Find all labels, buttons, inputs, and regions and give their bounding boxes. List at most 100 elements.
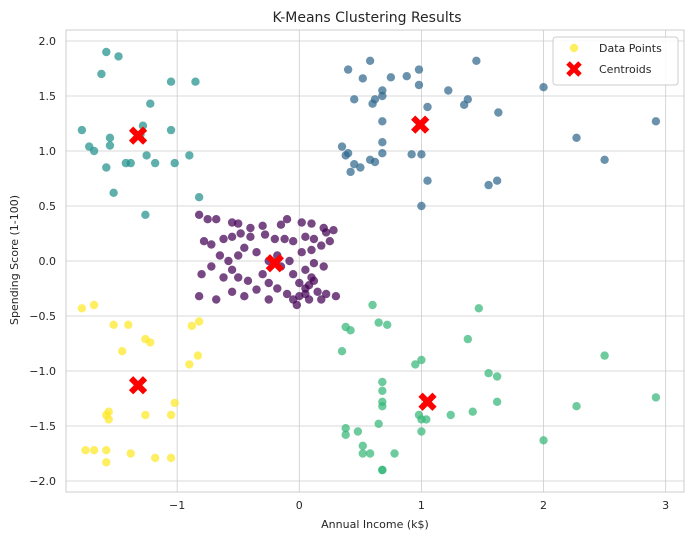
data-point <box>292 300 302 310</box>
data-point <box>89 446 99 455</box>
data-point <box>459 100 469 110</box>
data-point <box>390 449 399 458</box>
data-point <box>264 295 273 304</box>
data-point <box>166 410 176 420</box>
data-point <box>309 234 319 244</box>
data-point <box>288 237 298 246</box>
data-point <box>492 397 502 406</box>
data-point <box>492 176 502 185</box>
data-point <box>240 292 249 301</box>
data-point <box>234 251 243 260</box>
data-point <box>77 304 87 313</box>
y-tick-label: 1.5 <box>39 90 57 103</box>
data-point <box>126 158 135 168</box>
centroid-stroke <box>566 61 582 77</box>
data-point <box>141 210 150 219</box>
data-point <box>346 167 355 177</box>
data-point <box>194 292 204 301</box>
centroid-marker <box>128 376 148 395</box>
centroid-stroke <box>128 126 148 145</box>
data-point <box>282 215 292 224</box>
data-point <box>170 398 179 408</box>
data-point <box>378 377 387 387</box>
data-point <box>191 77 200 86</box>
data-point <box>114 52 123 61</box>
data-point <box>484 369 493 378</box>
data-point <box>207 240 216 249</box>
data-point <box>378 386 387 395</box>
data-point <box>358 441 367 450</box>
y-tick-label: 0.0 <box>39 255 57 268</box>
data-point <box>166 125 176 135</box>
data-point <box>374 318 383 327</box>
data-point <box>194 193 204 202</box>
data-point <box>374 419 383 428</box>
data-point <box>417 201 426 211</box>
data-point <box>414 65 424 74</box>
data-point <box>297 218 306 227</box>
centroids <box>128 115 437 411</box>
data-point <box>492 372 502 381</box>
data-point <box>386 73 396 82</box>
data-point <box>252 248 261 257</box>
data-point <box>187 321 196 331</box>
legend-marker-data-points <box>569 43 579 53</box>
y-tick-label: −2.0 <box>29 475 56 488</box>
data-point <box>472 56 481 65</box>
data-point <box>378 465 387 475</box>
data-point <box>365 449 375 458</box>
data-point <box>304 295 314 304</box>
data-point <box>378 149 387 158</box>
y-tick-label: 0.5 <box>39 200 57 213</box>
data-point <box>423 176 432 185</box>
data-point <box>185 360 194 369</box>
data-point <box>246 232 255 241</box>
data-point <box>234 219 243 228</box>
data-point <box>313 287 322 296</box>
data-point <box>166 77 176 86</box>
data-point <box>288 270 298 279</box>
data-point <box>474 304 484 313</box>
data-point <box>378 402 387 411</box>
x-tick-label: −1 <box>169 499 185 512</box>
data-point <box>329 226 338 235</box>
data-point <box>343 149 353 158</box>
legend-label-centroids: Centroids <box>599 63 652 76</box>
data-point <box>383 320 392 329</box>
data-point <box>468 407 477 416</box>
data-point <box>402 72 411 81</box>
data-point <box>212 295 221 304</box>
data-point <box>276 220 286 229</box>
data-point <box>463 334 473 344</box>
data-point <box>407 150 416 159</box>
legend-label-data-points: Data Points <box>599 42 662 55</box>
data-point <box>270 234 280 244</box>
data-point <box>651 117 661 126</box>
legend: Data Points Centroids <box>552 36 679 86</box>
data-point <box>368 99 377 108</box>
data-point <box>423 102 432 112</box>
data-point <box>319 262 328 271</box>
data-point <box>378 91 387 101</box>
data-point <box>109 188 118 197</box>
y-tick-label: −1.5 <box>29 420 56 433</box>
data-point <box>243 276 253 285</box>
data-point <box>411 360 420 369</box>
data-point <box>89 146 99 156</box>
data-point <box>246 223 255 233</box>
data-point <box>353 427 363 436</box>
data-point <box>141 410 150 420</box>
data-point <box>494 108 503 117</box>
data-point <box>285 256 294 266</box>
data-point <box>337 347 347 356</box>
data-point <box>280 234 289 244</box>
data-point <box>417 427 426 436</box>
data-point <box>199 237 209 246</box>
plot-frame <box>65 29 685 493</box>
x-tick-label: 0 <box>296 499 303 512</box>
data-point <box>378 138 387 147</box>
data-point <box>572 133 581 142</box>
data-point <box>651 393 661 402</box>
data-point <box>378 117 387 126</box>
